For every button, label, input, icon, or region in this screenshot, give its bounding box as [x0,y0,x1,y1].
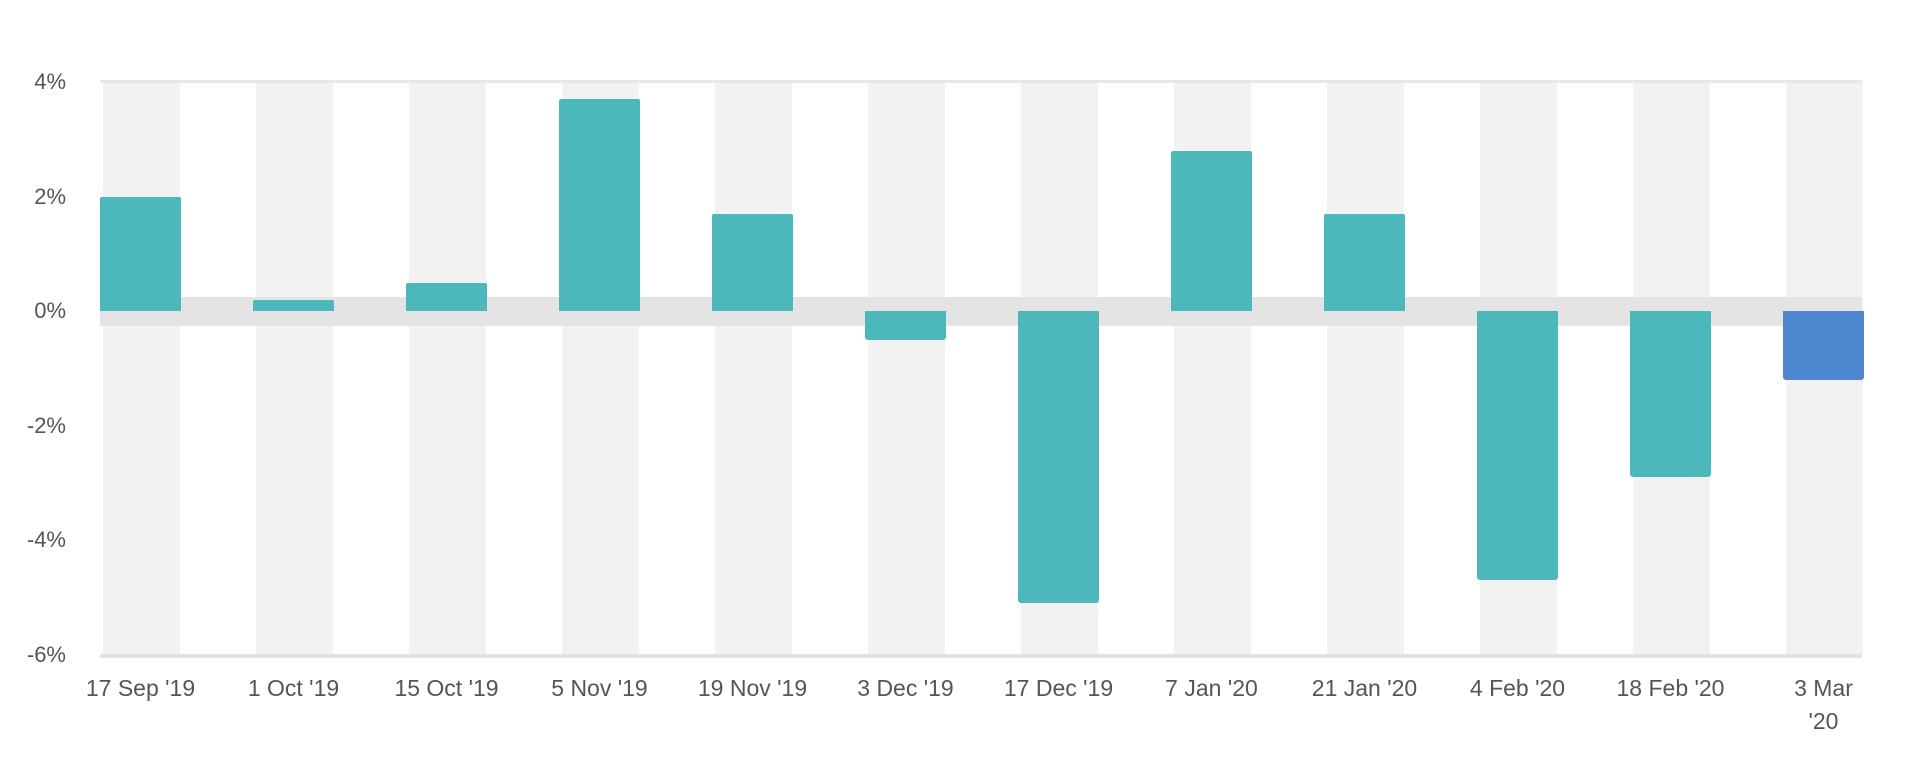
bar-4[interactable] [712,213,793,312]
column-band [409,82,486,655]
y-tick-label: 0% [34,298,66,324]
column-band [103,82,180,655]
x-tick-label: 21 Jan '20 [1311,675,1418,701]
x-tick-label: 5 Nov '19 [551,675,648,701]
column-band [715,82,792,655]
x-tick-label: 7 Jan '20 [1165,675,1258,701]
x-tick-label: 1 Oct '19 [247,675,340,701]
bar-2[interactable] [406,282,487,312]
y-tick-label: -2% [26,412,66,438]
bar-5[interactable] [865,311,946,340]
column-band [868,82,945,655]
y-tick-label: -6% [26,642,66,667]
bar-9[interactable] [1477,311,1558,581]
bar-11[interactable] [1783,311,1864,380]
plot-top-border [100,80,1862,83]
bar-10[interactable] [1630,311,1711,478]
bar-1[interactable] [253,299,334,312]
x-tick-label: 4 Feb '20 [1469,675,1566,701]
x-tick-label: 3 Dec '19 [857,675,954,701]
column-band [1327,82,1404,655]
x-axis-line [100,654,1862,658]
bar-8[interactable] [1324,213,1405,312]
bar-3[interactable] [559,99,640,312]
bar-0[interactable] [100,196,181,312]
bar-7[interactable] [1171,150,1252,312]
x-tick-label: 19 Nov '19 [697,675,808,701]
x-tick-label: 3 Mar '20 [1794,675,1853,734]
y-tick-label: 2% [34,183,66,209]
column-band [256,82,333,655]
x-tick-label: 17 Dec '19 [1003,675,1114,701]
x-tick-label: 17 Sep '19 [85,675,196,701]
bar-6[interactable] [1018,311,1099,604]
zero-line-band [100,297,1862,327]
x-tick-label: 15 Oct '19 [394,675,499,701]
x-tick-label: 18 Feb '20 [1616,675,1725,701]
y-tick-label: 4% [34,69,66,94]
y-tick-label: -4% [26,527,66,553]
